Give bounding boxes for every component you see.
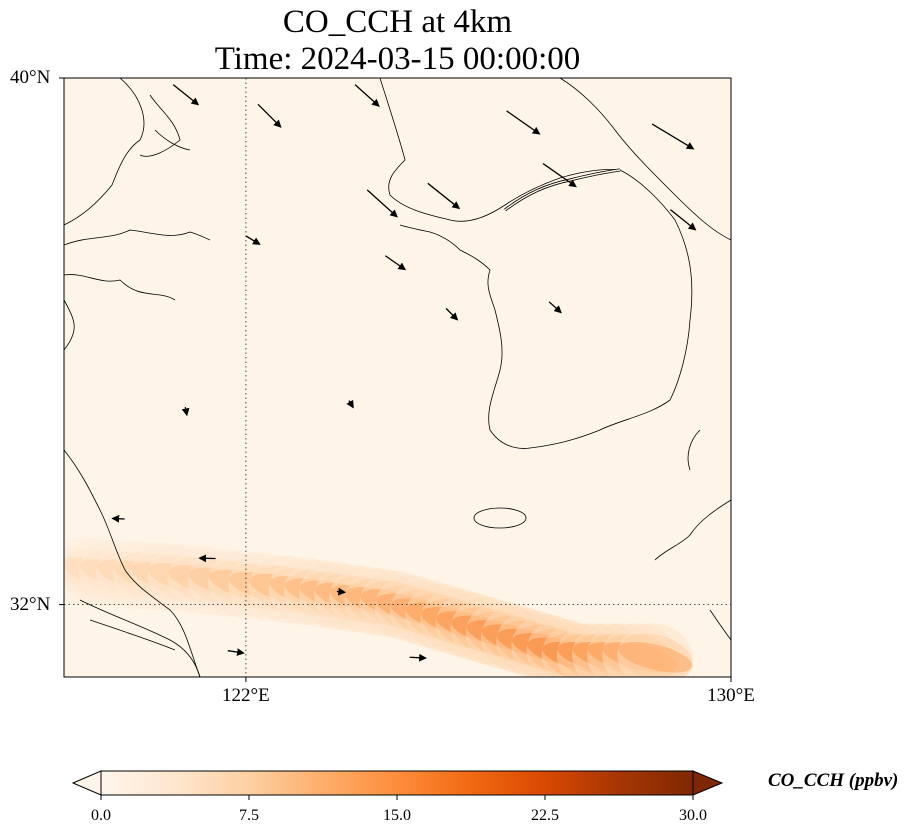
colorbar-tick-label: 0.0 [91, 807, 111, 824]
colorbar-extend-min [71, 770, 102, 796]
wind-arrow [181, 406, 190, 417]
coastlines [64, 78, 731, 677]
colorbar-tick-label: 22.5 [531, 807, 559, 824]
concentration-field [64, 537, 693, 677]
lat-tick-label-top: 40°N [10, 67, 51, 88]
wind-arrow [409, 653, 427, 662]
wind-arrow [257, 103, 282, 128]
lon-tick-label-left: 122°E [222, 685, 270, 706]
wind-arrow [245, 235, 261, 245]
wind-arrow [354, 84, 380, 107]
lon-tick-label-right: 130°E [707, 685, 755, 706]
plume-cell [618, 641, 693, 673]
map-title: CO_CCH at 4km [282, 4, 513, 40]
colorbar-body [100, 770, 694, 796]
jeju-island [473, 507, 527, 529]
colorbar-extend-max [692, 770, 724, 796]
wind-arrow [651, 123, 695, 150]
coastline-korea [379, 78, 731, 449]
wind-arrow [111, 514, 125, 523]
colorbar-tick-label: 7.5 [239, 807, 259, 824]
wind-arrow [336, 587, 347, 596]
wind-arrow [542, 163, 577, 188]
map-frame [63, 77, 732, 678]
wind-arrow [227, 648, 245, 656]
wind-arrow [445, 307, 459, 321]
wind-arrow [384, 255, 407, 271]
wind-vectors [111, 84, 697, 662]
colorbar [71, 770, 724, 800]
wind-arrow [346, 399, 354, 409]
colorbar-tick-label: 30.0 [679, 807, 707, 824]
gridlines [64, 78, 731, 677]
wind-arrow [506, 110, 541, 135]
wind-arrow [172, 84, 200, 106]
colorbar-label: CO_CCH (ppbv) [768, 770, 899, 791]
lat-tick-label-bottom: 32°N [10, 593, 51, 615]
wind-arrow [427, 182, 461, 210]
map-subtitle-time: Time: 2024-03-15 00:00:00 [214, 41, 581, 77]
axis-ticks [59, 77, 732, 682]
coastline-china [64, 78, 211, 677]
coastline-liaodong [139, 94, 191, 157]
wind-arrow [548, 301, 562, 314]
wind-arrow [669, 209, 697, 231]
coastline-yangtze [79, 599, 201, 677]
colorbar-tick-label: 15.0 [383, 807, 411, 824]
wind-arrow [366, 189, 398, 218]
